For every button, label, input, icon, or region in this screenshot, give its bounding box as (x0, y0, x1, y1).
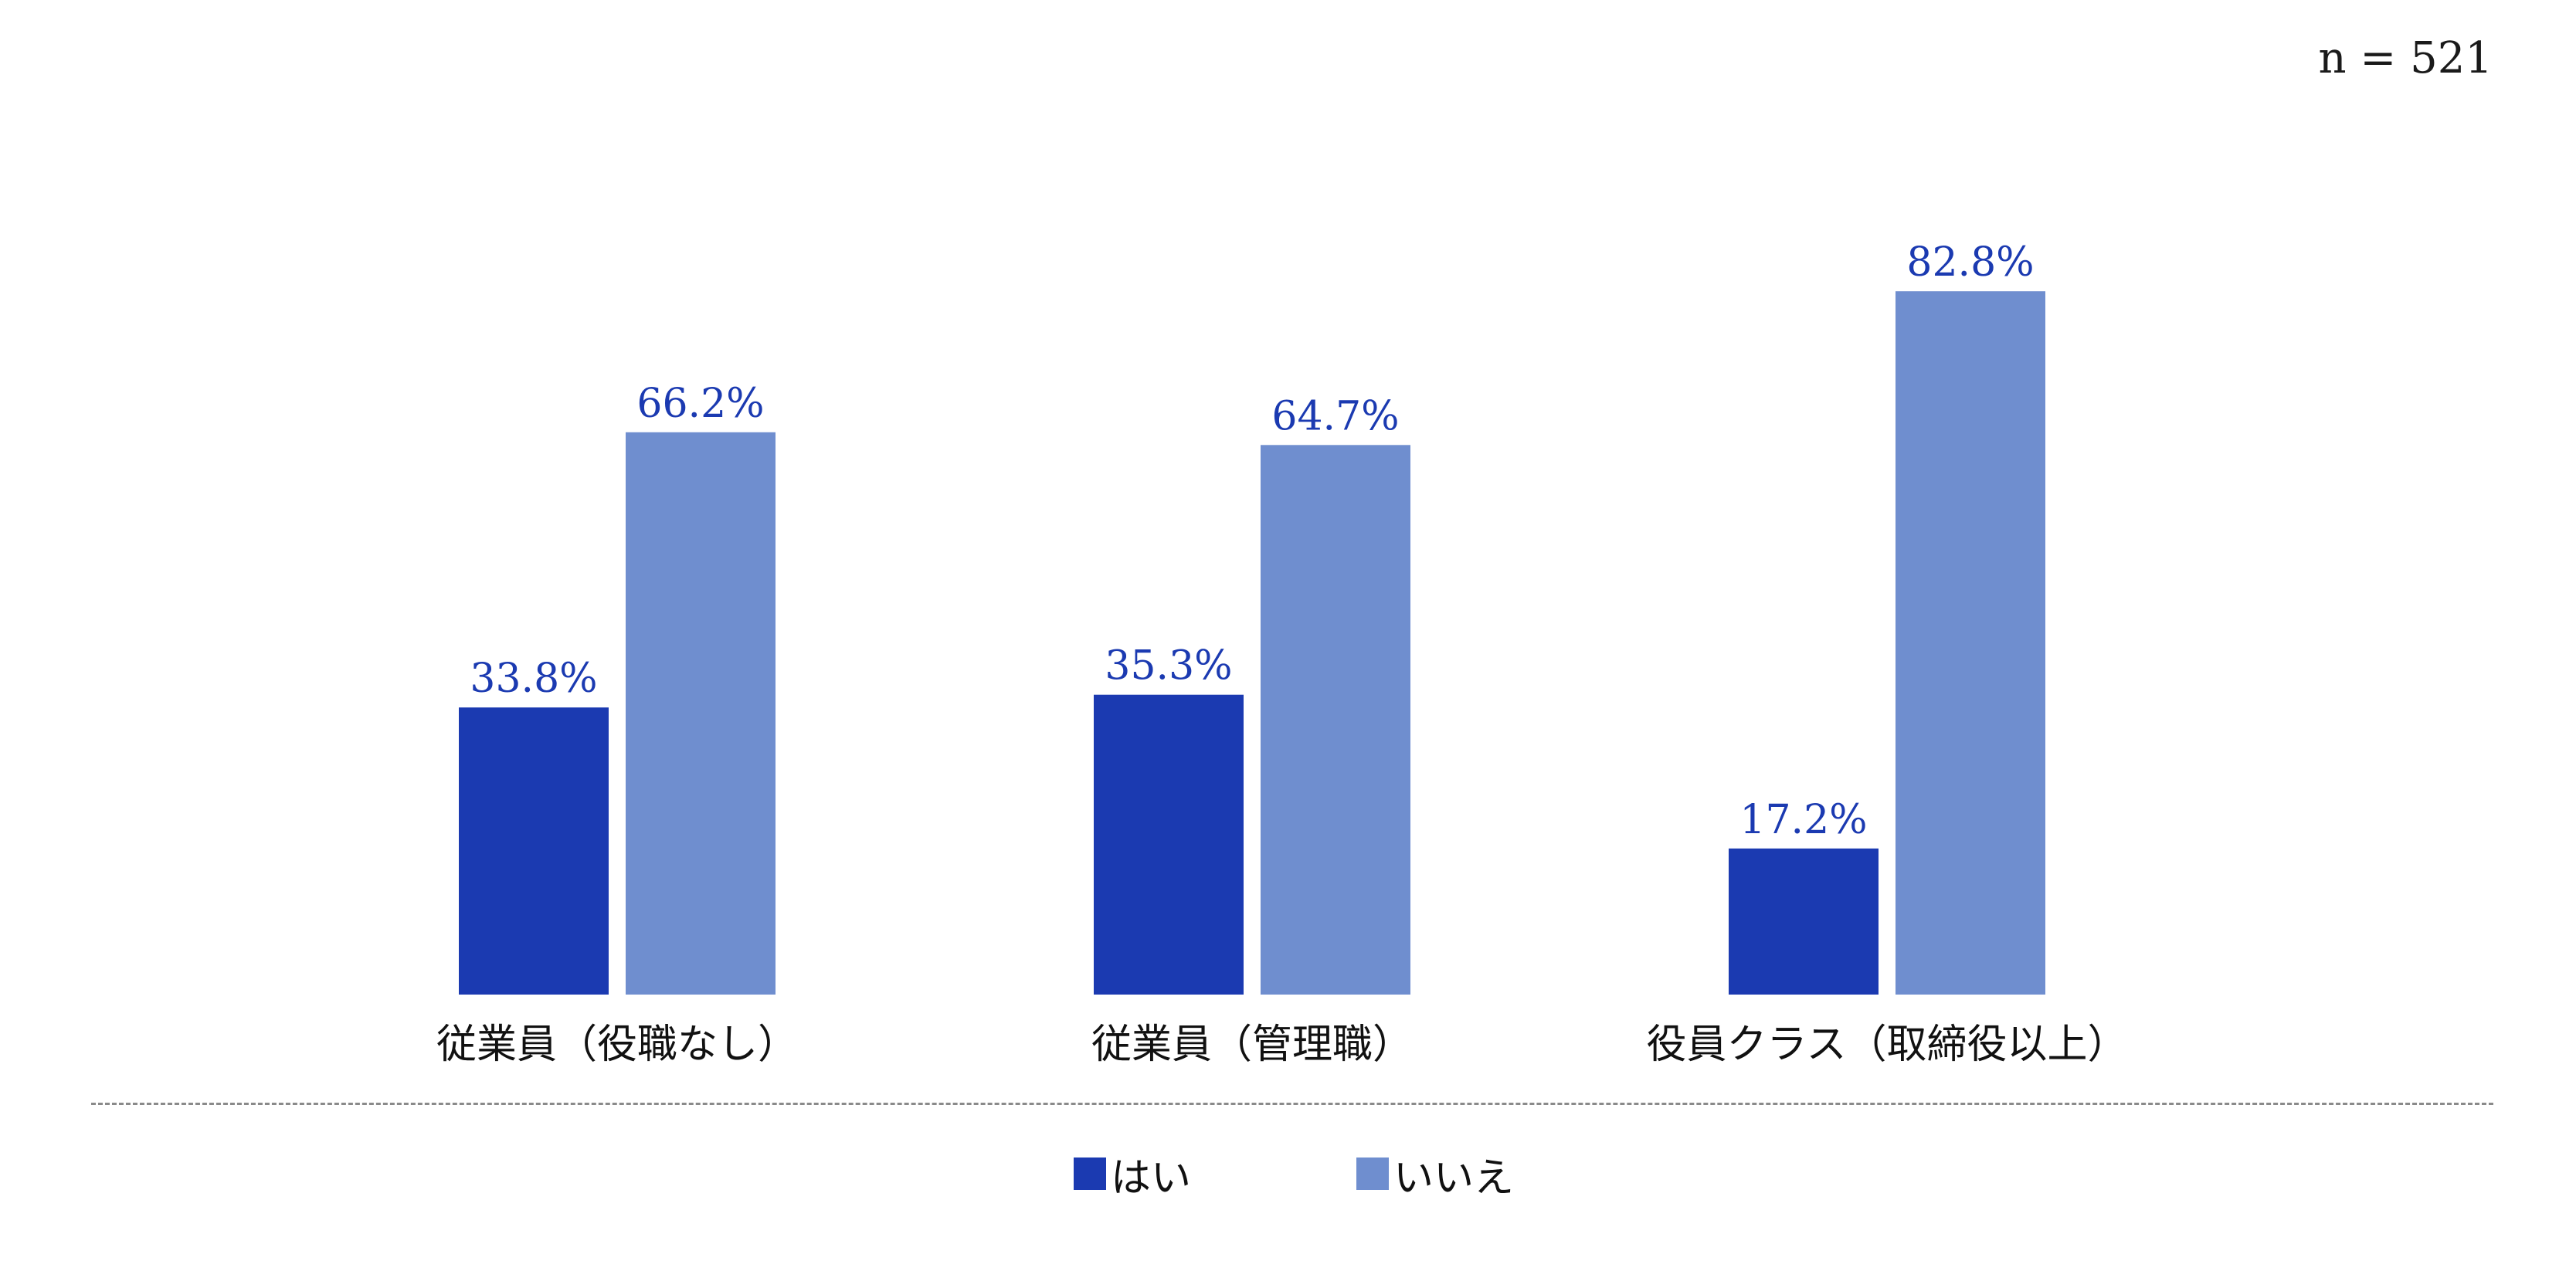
bar-yes-0 (459, 707, 609, 995)
legend-label-yes: はい (1111, 1154, 1192, 1202)
value-label-yes-2: 17.2% (1739, 797, 1867, 843)
bar-no-2 (1896, 291, 2045, 995)
value-label-yes-0: 33.8% (470, 656, 597, 702)
legend-swatch-yes (1074, 1158, 1106, 1190)
value-label-no-2: 82.8% (1906, 239, 2034, 286)
legend-divider (91, 1103, 2493, 1105)
legend-label-no: いいえ (1393, 1154, 1515, 1202)
category-label-0: 従業員（役職なし） (436, 1022, 798, 1068)
legend-swatch-no (1356, 1158, 1389, 1190)
legend-item-no: いいえ (1356, 1151, 1514, 1202)
bar-yes-1 (1094, 694, 1244, 995)
value-label-no-0: 66.2% (636, 381, 764, 427)
bar-yes-2 (1729, 848, 1879, 995)
sample-size-note: n = 521 (2318, 33, 2493, 83)
value-label-yes-1: 35.3% (1105, 643, 1232, 690)
legend-item-yes: はい (1074, 1151, 1191, 1202)
bar-no-1 (1261, 445, 1410, 995)
category-label-1: 従業員（管理職） (1091, 1022, 1413, 1068)
category-label-2: 役員クラス（取締役以上） (1647, 1022, 2128, 1068)
value-label-no-1: 64.7% (1271, 393, 1399, 439)
bar-no-0 (626, 432, 776, 995)
